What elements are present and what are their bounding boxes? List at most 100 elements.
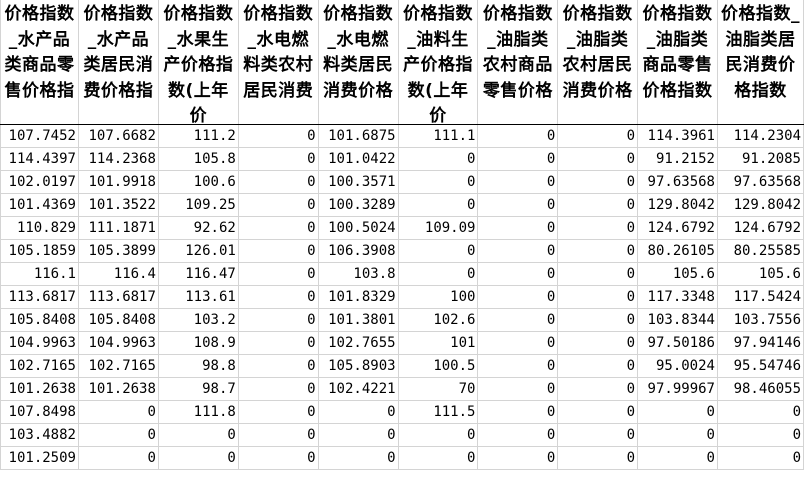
- table-cell[interactable]: 103.7556: [716, 308, 804, 332]
- table-cell[interactable]: 0: [637, 400, 718, 424]
- table-cell[interactable]: 0: [557, 308, 639, 332]
- table-cell[interactable]: 116.47: [157, 262, 239, 286]
- table-cell[interactable]: 107.6682: [77, 124, 159, 148]
- table-cell[interactable]: 0: [557, 239, 639, 263]
- table-cell[interactable]: 0: [477, 262, 559, 286]
- table-cell[interactable]: 102.7655: [317, 331, 399, 355]
- column-header[interactable]: 价格指数_油脂类农村居民消费价格: [557, 0, 639, 125]
- table-cell[interactable]: 98.8: [157, 354, 239, 378]
- table-cell[interactable]: 0: [637, 423, 718, 447]
- table-cell[interactable]: 0: [557, 331, 639, 355]
- table-cell[interactable]: 0: [557, 285, 639, 309]
- table-cell[interactable]: 0: [477, 216, 559, 240]
- table-cell[interactable]: 111.1871: [77, 216, 159, 240]
- table-cell[interactable]: 0: [397, 446, 479, 470]
- table-cell[interactable]: 107.8498: [0, 400, 79, 424]
- table-cell[interactable]: 0: [477, 308, 559, 332]
- table-cell[interactable]: 124.6792: [716, 216, 804, 240]
- table-cell[interactable]: 114.4397: [0, 147, 79, 171]
- table-cell[interactable]: 0: [317, 423, 399, 447]
- table-cell[interactable]: 104.9963: [77, 331, 159, 355]
- table-cell[interactable]: 0: [557, 423, 639, 447]
- table-cell[interactable]: 92.62: [157, 216, 239, 240]
- table-cell[interactable]: 0: [237, 170, 319, 194]
- table-cell[interactable]: 101.4369: [0, 193, 79, 217]
- table-cell[interactable]: 0: [477, 377, 559, 401]
- table-cell[interactable]: 105.6: [637, 262, 718, 286]
- column-header[interactable]: 价格指数_油脂类居民消费价格指数: [716, 0, 804, 125]
- table-cell[interactable]: 101.0422: [317, 147, 399, 171]
- table-cell[interactable]: 105.3899: [77, 239, 159, 263]
- table-cell[interactable]: 0: [397, 147, 479, 171]
- table-cell[interactable]: 0: [77, 446, 159, 470]
- table-cell[interactable]: 101.8329: [317, 285, 399, 309]
- table-cell[interactable]: 105.8903: [317, 354, 399, 378]
- table-cell[interactable]: 80.25585: [716, 239, 804, 263]
- table-cell[interactable]: 95.54746: [716, 354, 804, 378]
- table-cell[interactable]: 80.26105: [637, 239, 718, 263]
- table-cell[interactable]: 0: [317, 446, 399, 470]
- table-cell[interactable]: 0: [397, 423, 479, 447]
- table-cell[interactable]: 97.63568: [716, 170, 804, 194]
- table-cell[interactable]: 0: [557, 377, 639, 401]
- table-cell[interactable]: 0: [557, 193, 639, 217]
- table-cell[interactable]: 117.5424: [716, 285, 804, 309]
- table-cell[interactable]: 0: [237, 193, 319, 217]
- table-cell[interactable]: 105.8408: [77, 308, 159, 332]
- table-cell[interactable]: 113.6817: [0, 285, 79, 309]
- table-cell[interactable]: 100.6: [157, 170, 239, 194]
- table-cell[interactable]: 101: [397, 331, 479, 355]
- table-cell[interactable]: 114.3961: [637, 124, 718, 148]
- table-cell[interactable]: 97.99967: [637, 377, 718, 401]
- table-cell[interactable]: 91.2152: [637, 147, 718, 171]
- table-cell[interactable]: 109.25: [157, 193, 239, 217]
- table-cell[interactable]: 0: [397, 239, 479, 263]
- table-cell[interactable]: 0: [237, 331, 319, 355]
- table-cell[interactable]: 0: [237, 400, 319, 424]
- table-cell[interactable]: 0: [477, 124, 559, 148]
- table-cell[interactable]: 0: [237, 377, 319, 401]
- table-cell[interactable]: 0: [237, 262, 319, 286]
- table-cell[interactable]: 0: [557, 147, 639, 171]
- table-cell[interactable]: 0: [557, 446, 639, 470]
- table-cell[interactable]: 100.3289: [317, 193, 399, 217]
- column-header[interactable]: 价格指数_水产品类居民消费价格指: [77, 0, 159, 125]
- table-cell[interactable]: 0: [237, 423, 319, 447]
- table-cell[interactable]: 98.46055: [716, 377, 804, 401]
- table-cell[interactable]: 0: [477, 331, 559, 355]
- table-cell[interactable]: 100.5: [397, 354, 479, 378]
- table-cell[interactable]: 0: [477, 170, 559, 194]
- column-header[interactable]: 价格指数_水果生产价格指数(上年价: [157, 0, 239, 125]
- table-cell[interactable]: 91.2085: [716, 147, 804, 171]
- table-cell[interactable]: 0: [477, 193, 559, 217]
- table-cell[interactable]: 0: [477, 354, 559, 378]
- column-header[interactable]: 价格指数_水电燃料类居民消费价格: [317, 0, 399, 125]
- table-cell[interactable]: 0: [237, 147, 319, 171]
- table-cell[interactable]: 102.7165: [77, 354, 159, 378]
- table-cell[interactable]: 0: [317, 400, 399, 424]
- table-cell[interactable]: 103.8344: [637, 308, 718, 332]
- table-cell[interactable]: 97.63568: [637, 170, 718, 194]
- table-cell[interactable]: 101.3801: [317, 308, 399, 332]
- table-cell[interactable]: 0: [237, 446, 319, 470]
- table-cell[interactable]: 111.5: [397, 400, 479, 424]
- table-cell[interactable]: 97.50186: [637, 331, 718, 355]
- table-cell[interactable]: 97.94146: [716, 331, 804, 355]
- table-cell[interactable]: 0: [716, 423, 804, 447]
- table-cell[interactable]: 126.01: [157, 239, 239, 263]
- table-cell[interactable]: 0: [477, 400, 559, 424]
- table-cell[interactable]: 0: [557, 216, 639, 240]
- table-cell[interactable]: 0: [397, 262, 479, 286]
- table-cell[interactable]: 98.7: [157, 377, 239, 401]
- table-cell[interactable]: 101.3522: [77, 193, 159, 217]
- table-cell[interactable]: 102.0197: [0, 170, 79, 194]
- table-cell[interactable]: 0: [237, 124, 319, 148]
- table-cell[interactable]: 0: [477, 239, 559, 263]
- table-cell[interactable]: 0: [557, 262, 639, 286]
- column-header[interactable]: 价格指数_油脂类商品零售价格指数: [637, 0, 718, 125]
- table-cell[interactable]: 0: [397, 193, 479, 217]
- column-header[interactable]: 价格指数_水电燃料类农村居民消费: [237, 0, 319, 125]
- table-cell[interactable]: 100.3571: [317, 170, 399, 194]
- table-cell[interactable]: 106.3908: [317, 239, 399, 263]
- table-cell[interactable]: 0: [237, 216, 319, 240]
